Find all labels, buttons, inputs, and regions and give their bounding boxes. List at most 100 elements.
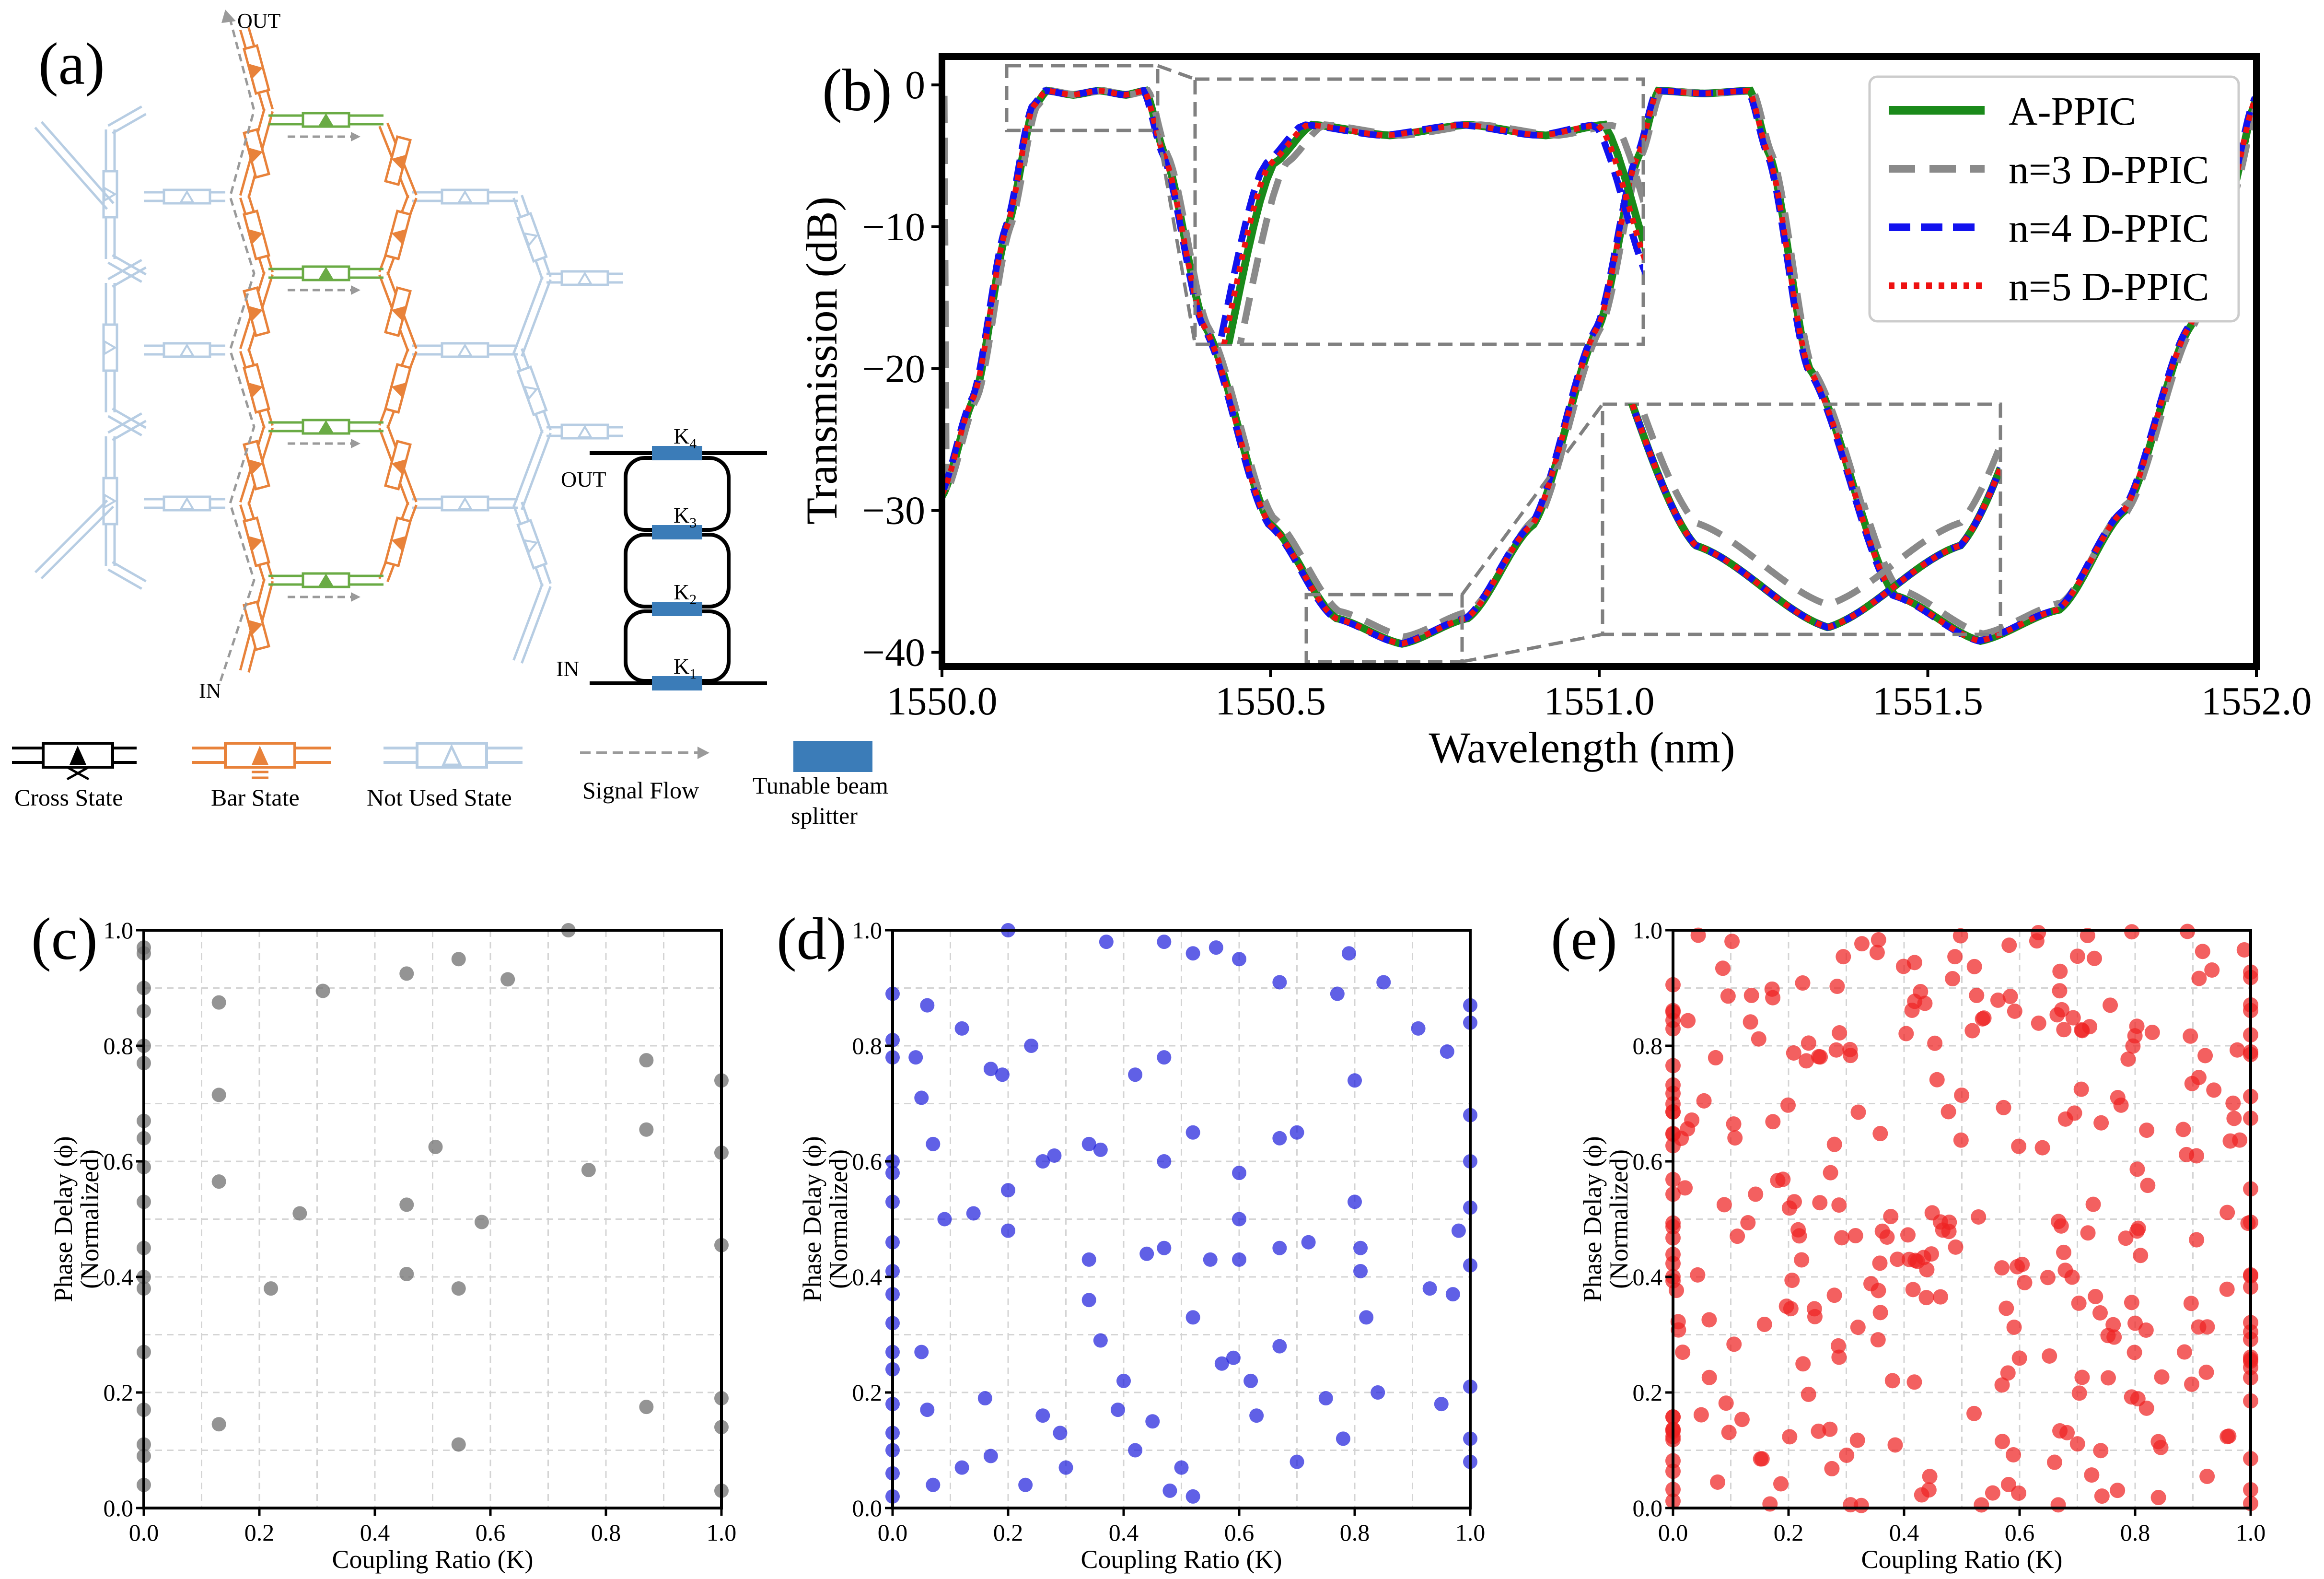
scatter-point <box>2176 1344 2192 1360</box>
scatter-point <box>2191 971 2207 986</box>
scatter-point <box>451 952 466 967</box>
waveguide <box>107 105 142 127</box>
scatter-point <box>1871 932 1886 948</box>
scatter-point <box>1411 1021 1426 1036</box>
scatter-point <box>2014 1256 2030 1272</box>
tunable-unit <box>383 135 412 187</box>
unit-triangle <box>457 190 473 203</box>
panel-label-c: (c) <box>31 906 98 972</box>
unit-body <box>516 211 548 263</box>
b-xlabel: Wavelength (nm) <box>1429 723 1735 772</box>
tunable-unit <box>383 209 412 261</box>
scatter-point <box>2071 1385 2087 1401</box>
scatter-point <box>1919 1262 1935 1277</box>
k3-splitter[interactable] <box>652 525 702 539</box>
unit-triangle <box>248 620 263 635</box>
ytick-label: 0.6 <box>1633 1148 1663 1175</box>
scatter-point <box>954 1460 969 1475</box>
scatter-point <box>399 1197 414 1212</box>
scatter-point <box>1185 1310 1200 1325</box>
waveguide <box>107 259 142 281</box>
scatter-point <box>2113 1097 2129 1113</box>
scatter-point <box>2088 1288 2103 1304</box>
unit-triangle <box>577 271 593 285</box>
scatter-point <box>1371 1385 1385 1400</box>
legend-label-3: n=4 D-PPIC <box>2009 206 2209 251</box>
waveguide <box>112 266 147 288</box>
legend-not-used: Not Used State <box>367 742 523 811</box>
mesh-out-label: OUT <box>237 9 281 33</box>
unit-triangle <box>318 420 334 433</box>
scatter-point <box>954 1021 969 1036</box>
k4-splitter[interactable] <box>652 446 702 460</box>
scatter-point <box>1895 959 1911 974</box>
scatter-point <box>211 1174 226 1189</box>
waveguide <box>521 433 552 511</box>
scatter-point <box>1773 1476 1789 1492</box>
tunable-unit <box>163 188 211 205</box>
scatter-point <box>1743 1014 1758 1030</box>
scatter-point <box>2092 1305 2108 1321</box>
zoom-connector <box>1156 130 1197 345</box>
scatter-point <box>2093 1115 2109 1131</box>
unit-triangle <box>457 497 473 510</box>
scatter-point <box>1145 1414 1160 1429</box>
signal-flow-main <box>219 19 256 681</box>
scatter-point <box>1828 1042 1844 1058</box>
scatter-point <box>2204 962 2220 978</box>
scatter-point <box>2183 1028 2198 1044</box>
scatter-point <box>1850 1320 1866 1335</box>
scatter-point <box>966 1206 981 1221</box>
scatter-point <box>1290 1454 1304 1469</box>
scatter-point <box>2103 997 2118 1013</box>
waveguide <box>107 261 142 283</box>
scatter-point <box>1214 1356 1229 1371</box>
scatter-point <box>1726 1116 1742 1132</box>
scatter-point <box>1718 1395 1734 1411</box>
b-xtick-label: 1552.0 <box>2201 679 2312 724</box>
scatter-point <box>1786 1045 1801 1061</box>
waveguide <box>107 412 142 434</box>
tunable-unit <box>516 211 548 263</box>
scatter-chart-e: 0.0 0.2 0.4 0.6 0.8 1.0 0.0 0.2 0.4 0.6 0.8 1.0 Coup… <box>1578 917 2266 1574</box>
scatter-point <box>2129 1018 2145 1034</box>
ytick-label: 0.2 <box>852 1379 883 1406</box>
scatter-point <box>1849 1432 1865 1448</box>
chart-legend: A-PPIC n=3 D-PPIC n=4 D-PPIC n=5 D-PPIC <box>1868 75 2240 323</box>
scatter-point <box>1794 1252 1810 1268</box>
scatter-point <box>2184 1076 2200 1091</box>
scatter-point <box>474 1215 489 1229</box>
scatter-point <box>977 1391 992 1406</box>
k2-splitter[interactable] <box>652 602 702 616</box>
scatter-point <box>2007 1003 2022 1019</box>
scatter-point <box>1783 1301 1799 1317</box>
scatter-point <box>2133 1248 2149 1263</box>
scatter-point <box>1081 1252 1096 1267</box>
ytick-label: 1.0 <box>1633 917 1663 944</box>
scatter-point <box>908 1050 923 1065</box>
scatter-point <box>1966 959 1982 974</box>
tunable-unit <box>441 495 489 512</box>
scatter-point <box>1272 1131 1287 1146</box>
scatter-point <box>1675 1345 1691 1360</box>
scatter-point <box>1677 1180 1693 1196</box>
scatter-point <box>1701 1312 1717 1328</box>
waveguide <box>112 113 147 134</box>
scatter-point <box>451 1281 466 1296</box>
k1-splitter[interactable] <box>652 676 702 690</box>
scatter-point <box>1836 949 1851 965</box>
scatter-point <box>926 1136 941 1151</box>
scatter-point <box>1954 1088 1970 1103</box>
scatter-point <box>1693 1407 1709 1423</box>
ytick-label: 0.6 <box>852 1148 883 1175</box>
scatter-point <box>1948 1239 1964 1255</box>
scatter-point <box>1839 1447 1855 1463</box>
scatter-point <box>1024 1039 1039 1053</box>
scatter-point <box>2052 983 2068 999</box>
scatter-point <box>264 1281 279 1296</box>
tunable-unit <box>441 342 489 358</box>
scatter-point <box>315 983 330 998</box>
xlabel: Coupling Ratio (K) <box>1081 1545 1282 1574</box>
legend-not-used-label: Not Used State <box>367 784 512 811</box>
scatter-point <box>1701 1369 1717 1385</box>
